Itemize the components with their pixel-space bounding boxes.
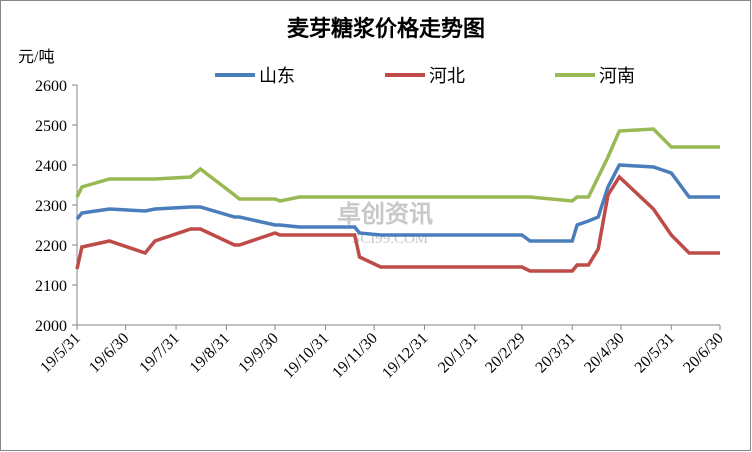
- y-tick-label: 2000: [35, 318, 67, 335]
- legend-label: 河南: [599, 66, 635, 86]
- y-tick-label: 2100: [35, 278, 67, 295]
- y-tick-label: 2400: [35, 158, 67, 175]
- legend-label: 河北: [429, 66, 465, 86]
- legend-label: 山东: [259, 66, 295, 86]
- chart-title: 麦芽糖浆价格走势图: [287, 16, 485, 41]
- y-tick-label: 2600: [35, 78, 67, 95]
- y-axis-label: 元/吨: [18, 48, 54, 66]
- series-line: [75, 163, 720, 243]
- y-tick-label: 2200: [35, 238, 67, 255]
- watermark: 卓创资讯: [337, 201, 433, 228]
- y-tick-label: 2300: [35, 198, 67, 215]
- series-line: [75, 174, 720, 273]
- y-tick-label: 2500: [35, 118, 67, 135]
- series-line: [75, 127, 720, 203]
